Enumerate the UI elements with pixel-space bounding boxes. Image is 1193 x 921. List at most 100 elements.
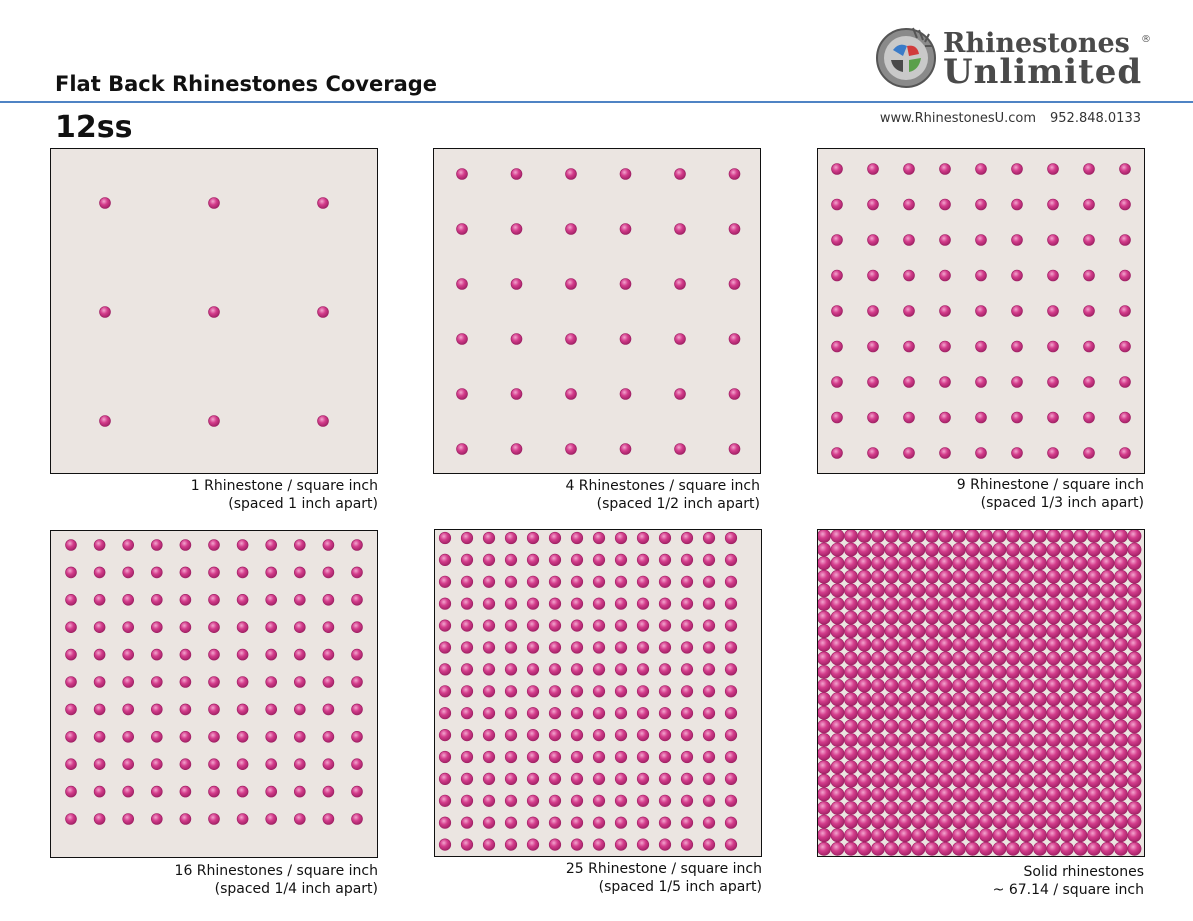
rhinestone-grid bbox=[99, 197, 329, 427]
rhinestone bbox=[831, 163, 843, 175]
rhinestone bbox=[1033, 530, 1047, 543]
rhinestone bbox=[1087, 719, 1101, 734]
rhinestone bbox=[898, 569, 912, 584]
rhinestone bbox=[1033, 556, 1047, 571]
rhinestone bbox=[548, 772, 562, 785]
rhinestone bbox=[831, 447, 843, 459]
rhinestone bbox=[482, 685, 496, 698]
rhinestone bbox=[938, 719, 953, 734]
rhinestone bbox=[1046, 801, 1061, 815]
rhinestone bbox=[93, 648, 106, 661]
rhinestone bbox=[658, 794, 672, 807]
rhinestone-grid bbox=[456, 168, 741, 455]
rhinestone bbox=[857, 556, 872, 571]
rhinestone bbox=[456, 333, 468, 345]
rhinestone bbox=[1019, 773, 1034, 788]
rhinestone bbox=[294, 648, 306, 661]
rhinestone bbox=[460, 663, 474, 676]
rhinestone bbox=[1033, 692, 1047, 707]
rhinestone bbox=[482, 794, 496, 807]
rhinestone bbox=[871, 828, 885, 843]
rhinestone bbox=[680, 816, 694, 829]
rhinestone bbox=[857, 746, 872, 761]
rhinestone bbox=[1114, 705, 1128, 720]
rhinestone bbox=[1033, 787, 1047, 802]
rhinestone bbox=[965, 841, 980, 856]
rhinestone bbox=[592, 794, 606, 807]
rhinestone bbox=[614, 531, 628, 545]
rhinestone bbox=[925, 746, 939, 761]
rhinestone bbox=[975, 411, 987, 424]
rhinestone bbox=[548, 729, 562, 742]
rhinestone bbox=[460, 575, 474, 588]
rhinestone bbox=[903, 163, 915, 175]
rhinestone bbox=[898, 530, 912, 543]
rhinestone bbox=[1127, 624, 1142, 639]
rhinestone bbox=[351, 566, 363, 579]
rhinestone bbox=[1100, 678, 1115, 693]
rhinestone bbox=[510, 443, 523, 455]
rhinestone bbox=[830, 530, 845, 543]
rhinestone bbox=[548, 794, 562, 807]
rhinestone bbox=[1087, 773, 1101, 788]
rhinestone bbox=[482, 816, 496, 829]
rhinestone bbox=[570, 619, 584, 632]
rhinestone bbox=[322, 703, 335, 716]
rhinestone bbox=[979, 787, 993, 802]
rhinestone bbox=[614, 663, 628, 676]
rhinestone bbox=[208, 648, 220, 661]
rhinestone bbox=[871, 773, 885, 788]
rhinestone bbox=[952, 651, 966, 666]
rhinestone bbox=[702, 619, 716, 632]
rhinestone bbox=[636, 772, 650, 785]
rhinestone bbox=[1060, 841, 1074, 856]
rhinestone bbox=[619, 223, 632, 235]
rhinestone bbox=[728, 168, 741, 180]
rhinestone bbox=[1046, 773, 1061, 788]
rhinestone bbox=[294, 731, 306, 743]
website-link[interactable]: www.RhinestonesU.com bbox=[879, 111, 1037, 126]
rhinestone bbox=[911, 814, 926, 829]
rhinestone bbox=[1006, 814, 1020, 829]
rhinestone bbox=[965, 692, 980, 707]
rhinestone bbox=[1006, 530, 1020, 543]
rhinestone bbox=[965, 733, 980, 747]
rhinestone bbox=[1127, 733, 1142, 747]
rhinestone bbox=[438, 531, 452, 545]
rhinestone bbox=[925, 705, 939, 720]
rhinestone bbox=[1060, 597, 1074, 611]
contact-info: www.RhinestonesU.com 952.848.0133 bbox=[880, 111, 1141, 126]
rhinestone bbox=[614, 641, 628, 654]
rhinestone bbox=[208, 566, 220, 579]
rhinestone bbox=[636, 838, 650, 851]
rhinestone bbox=[1087, 828, 1101, 843]
rhinestone bbox=[570, 794, 584, 807]
rhinestone bbox=[294, 785, 306, 798]
rhinestone bbox=[1006, 569, 1020, 584]
rhinestone bbox=[680, 729, 694, 742]
rhinestone bbox=[979, 746, 993, 761]
rhinestone bbox=[93, 731, 106, 743]
rhinestone bbox=[1100, 801, 1115, 815]
rhinestone bbox=[979, 801, 993, 815]
rhinestone bbox=[592, 531, 606, 545]
rhinestone bbox=[884, 760, 899, 775]
rhinestone bbox=[1006, 760, 1020, 775]
rhinestone bbox=[93, 703, 106, 716]
rhinestone bbox=[965, 530, 980, 543]
rhinestone bbox=[1047, 447, 1059, 459]
rhinestone bbox=[1087, 637, 1101, 652]
rhinestone bbox=[460, 531, 474, 545]
rhinestone bbox=[857, 733, 872, 747]
rhinestone bbox=[844, 760, 858, 775]
rhinestone bbox=[1073, 828, 1088, 843]
rhinestone bbox=[1006, 542, 1020, 557]
rhinestone bbox=[979, 692, 993, 707]
rhinestone bbox=[1083, 234, 1095, 246]
rhinestone bbox=[482, 619, 496, 632]
rhinestone bbox=[884, 651, 899, 666]
rhinestone bbox=[438, 685, 452, 698]
rhinestone bbox=[724, 729, 738, 742]
rhinestone bbox=[728, 223, 741, 235]
rhinestone bbox=[1011, 447, 1023, 459]
